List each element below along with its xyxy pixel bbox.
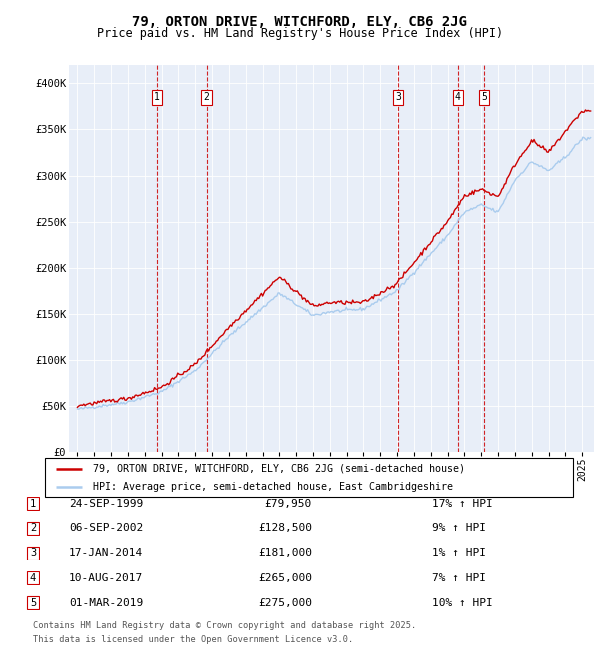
Text: £128,500: £128,500 bbox=[258, 523, 312, 534]
Text: 06-SEP-2002: 06-SEP-2002 bbox=[69, 523, 143, 534]
Text: Contains HM Land Registry data © Crown copyright and database right 2025.: Contains HM Land Registry data © Crown c… bbox=[33, 621, 416, 630]
Text: HPI: Average price, semi-detached house, East Cambridgeshire: HPI: Average price, semi-detached house,… bbox=[92, 482, 452, 491]
Text: 7% ↑ HPI: 7% ↑ HPI bbox=[432, 573, 486, 583]
Text: 1: 1 bbox=[154, 92, 160, 102]
Text: 9% ↑ HPI: 9% ↑ HPI bbox=[432, 523, 486, 534]
Text: 17% ↑ HPI: 17% ↑ HPI bbox=[432, 499, 493, 509]
Text: 17-JAN-2014: 17-JAN-2014 bbox=[69, 548, 143, 558]
Text: 79, ORTON DRIVE, WITCHFORD, ELY, CB6 2JG: 79, ORTON DRIVE, WITCHFORD, ELY, CB6 2JG bbox=[133, 15, 467, 29]
Text: 4: 4 bbox=[30, 573, 36, 583]
Text: £265,000: £265,000 bbox=[258, 573, 312, 583]
Text: 3: 3 bbox=[395, 92, 401, 102]
Text: 3: 3 bbox=[30, 548, 36, 558]
Text: 24-SEP-1999: 24-SEP-1999 bbox=[69, 499, 143, 509]
Text: 2: 2 bbox=[30, 523, 36, 534]
Text: 1: 1 bbox=[30, 499, 36, 509]
Text: 1% ↑ HPI: 1% ↑ HPI bbox=[432, 548, 486, 558]
Text: 79, ORTON DRIVE, WITCHFORD, ELY, CB6 2JG (semi-detached house): 79, ORTON DRIVE, WITCHFORD, ELY, CB6 2JG… bbox=[92, 464, 464, 474]
Text: 10% ↑ HPI: 10% ↑ HPI bbox=[432, 597, 493, 608]
Text: £79,950: £79,950 bbox=[265, 499, 312, 509]
Text: 2: 2 bbox=[204, 92, 209, 102]
Text: 5: 5 bbox=[481, 92, 487, 102]
Text: £275,000: £275,000 bbox=[258, 597, 312, 608]
Text: 10-AUG-2017: 10-AUG-2017 bbox=[69, 573, 143, 583]
Text: £181,000: £181,000 bbox=[258, 548, 312, 558]
Text: 4: 4 bbox=[455, 92, 461, 102]
Text: 5: 5 bbox=[30, 597, 36, 608]
Text: Price paid vs. HM Land Registry's House Price Index (HPI): Price paid vs. HM Land Registry's House … bbox=[97, 27, 503, 40]
Text: This data is licensed under the Open Government Licence v3.0.: This data is licensed under the Open Gov… bbox=[33, 634, 353, 644]
Text: 01-MAR-2019: 01-MAR-2019 bbox=[69, 597, 143, 608]
